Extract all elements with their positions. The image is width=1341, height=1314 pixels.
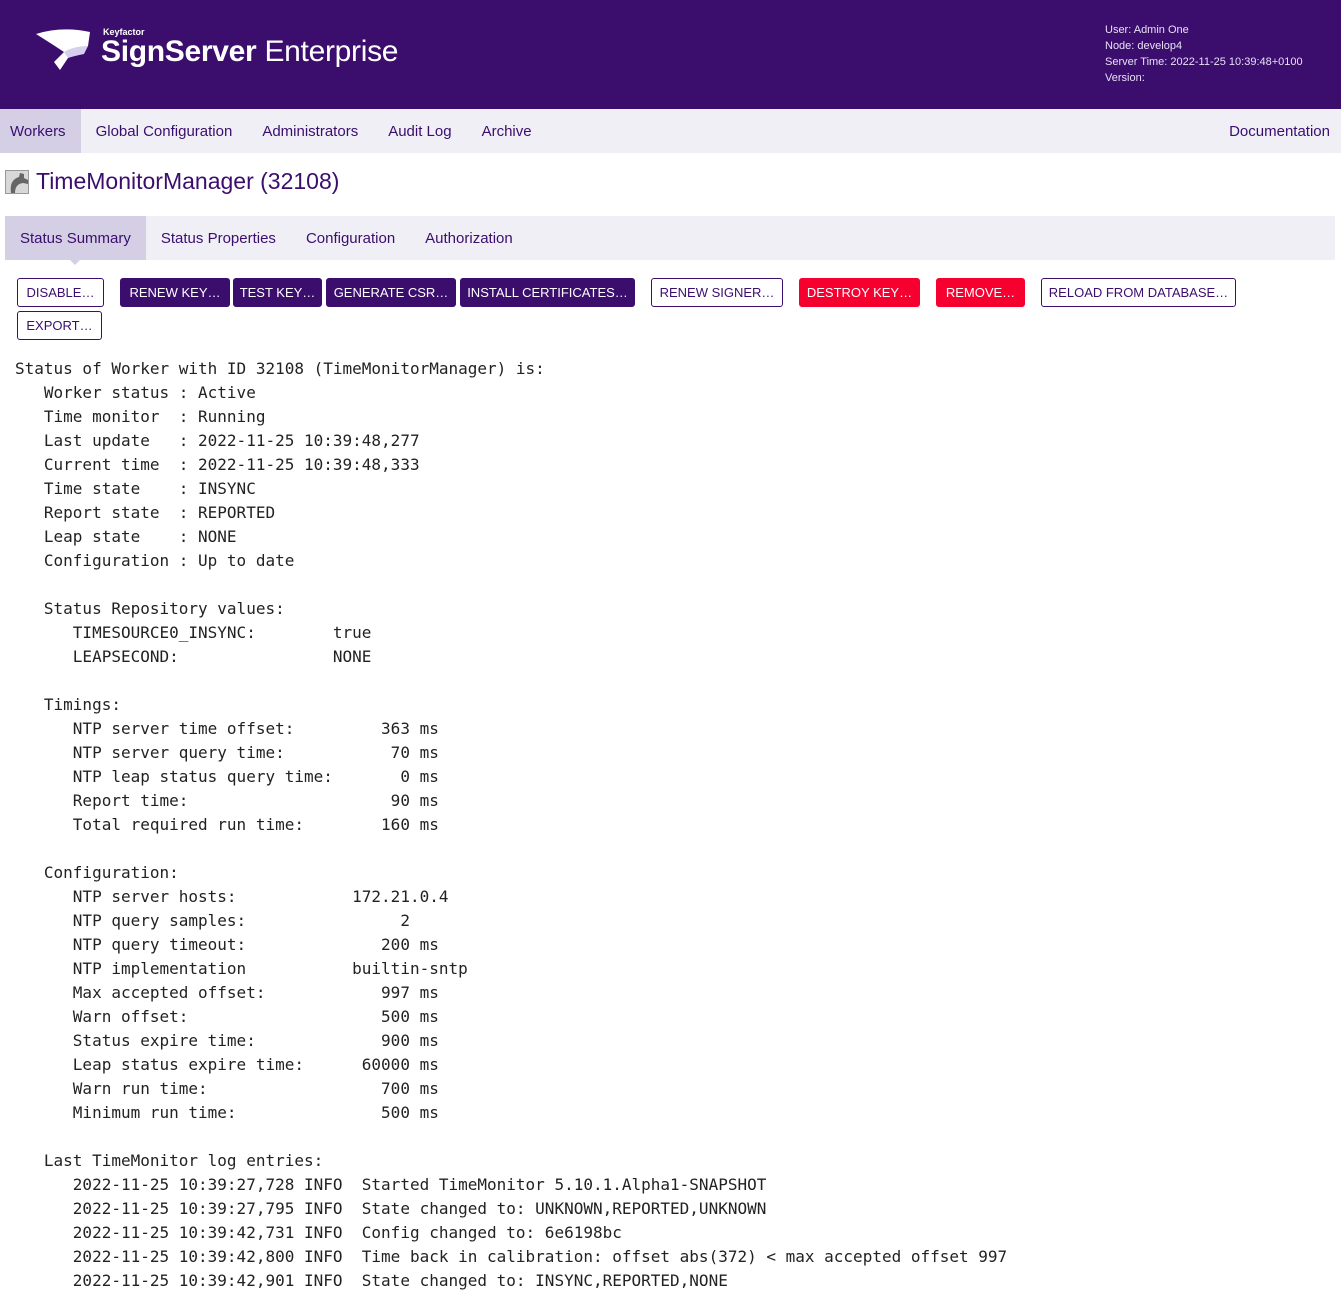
renew-signer-button[interactable]: RENEW SIGNER… — [651, 278, 783, 307]
status-line: 2022-11-25 10:39:42,731 INFO Config chan… — [15, 1223, 622, 1242]
status-line: Max accepted offset: 997 ms — [15, 983, 439, 1002]
remove-button[interactable]: REMOVE… — [936, 278, 1025, 307]
status-line — [15, 837, 1007, 861]
status-line: NTP query timeout: 200 ms — [15, 935, 439, 954]
server-info: User: Admin One Node: develop4 Server Ti… — [1105, 22, 1303, 86]
tab-status-summary[interactable]: Status Summary — [5, 216, 146, 265]
status-line: NTP server query time: 70 ms — [15, 743, 439, 762]
test-key-button[interactable]: TEST KEY… — [233, 278, 322, 307]
status-line: Worker status : Active — [15, 383, 256, 402]
status-line: Configuration: — [15, 863, 179, 882]
status-line: NTP leap status query time: 0 ms — [15, 767, 439, 786]
status-line — [15, 669, 1007, 693]
page-title-row: TimeMonitorManager (32108) — [5, 168, 339, 195]
nav-workers[interactable]: Workers — [0, 109, 81, 153]
tab-authorization[interactable]: Authorization — [425, 229, 513, 247]
status-line: Time state : INSYNC — [15, 479, 256, 498]
nav-audit-log[interactable]: Audit Log — [388, 122, 452, 140]
status-line: Status Repository values: — [15, 599, 285, 618]
status-line: TIMESOURCE0_INSYNC: true — [15, 623, 372, 642]
status-line: Leap state : NONE — [15, 527, 237, 546]
status-line: LEAPSECOND: NONE — [15, 647, 372, 666]
nav-documentation[interactable]: Documentation — [1229, 122, 1330, 140]
destroy-key-button[interactable]: DESTROY KEY… — [799, 278, 920, 307]
status-line: NTP query samples: 2 — [15, 911, 410, 930]
status-line: Minimum run time: 500 ms — [15, 1103, 439, 1122]
version-label: Version: — [1105, 72, 1145, 84]
reload-from-database-button[interactable]: RELOAD FROM DATABASE… — [1041, 278, 1236, 307]
generate-csr-button[interactable]: GENERATE CSR… — [326, 278, 456, 307]
brand-edition: Enterprise — [256, 35, 399, 68]
status-line: Time monitor : Running — [15, 407, 266, 426]
worker-status-output: Status of Worker with ID 32108 (TimeMoni… — [15, 357, 1007, 1293]
status-line: NTP server time offset: 363 ms — [15, 719, 439, 738]
status-line: Warn offset: 500 ms — [15, 1007, 439, 1026]
status-line: Leap status expire time: 60000 ms — [15, 1055, 439, 1074]
nav-global-configuration[interactable]: Global Configuration — [95, 122, 233, 140]
page-title: TimeMonitorManager (32108) — [36, 168, 340, 194]
tab-status-properties[interactable]: Status Properties — [160, 229, 276, 247]
main-nav: Workers Global Configuration Administrat… — [0, 109, 1341, 153]
status-line: Timings: — [15, 695, 121, 714]
status-line: Configuration : Up to date — [15, 551, 295, 570]
status-line: Current time : 2022-11-25 10:39:48,333 — [15, 455, 420, 474]
brand-name: SignServer — [101, 35, 257, 68]
server-time-label: Server Time: 2022-11-25 10:39:48+0100 — [1105, 56, 1303, 68]
signserver-logo-icon — [36, 29, 90, 70]
status-line: Last TimeMonitor log entries: — [15, 1151, 324, 1170]
status-line: NTP server hosts: 172.21.0.4 — [15, 887, 449, 906]
brand-product: SignServer Enterprise — [101, 35, 398, 69]
renew-key-button[interactable]: RENEW KEY… — [120, 278, 230, 307]
status-line: Last update : 2022-11-25 10:39:48,277 — [15, 431, 420, 450]
app-header: Keyfactor SignServer Enterprise User: Ad… — [0, 0, 1341, 109]
status-line: 2022-11-25 10:39:27,728 INFO Started Tim… — [15, 1175, 767, 1194]
nav-administrators[interactable]: Administrators — [262, 122, 359, 140]
user-label: User: Admin One — [1105, 24, 1189, 36]
tab-configuration[interactable]: Configuration — [305, 229, 396, 247]
status-line: Total required run time: 160 ms — [15, 815, 439, 834]
status-line — [15, 1125, 1007, 1149]
worker-tabs: Status Summary Status Properties Configu… — [5, 216, 1335, 265]
status-line: Warn run time: 700 ms — [15, 1079, 439, 1098]
export-button[interactable]: EXPORT… — [17, 311, 102, 340]
node-label: Node: develop4 — [1105, 40, 1183, 52]
status-line: Report time: 90 ms — [15, 791, 439, 810]
brand-company: Keyfactor — [103, 27, 145, 37]
status-line: Report state : REPORTED — [15, 503, 276, 522]
status-line: 2022-11-25 10:39:42,901 INFO State chang… — [15, 1271, 728, 1290]
status-line: 2022-11-25 10:39:27,795 INFO State chang… — [15, 1199, 767, 1218]
status-line: NTP implementation builtin-sntp — [15, 959, 468, 978]
nav-archive[interactable]: Archive — [481, 122, 532, 140]
install-certificates-button[interactable]: INSTALL CERTIFICATES… — [460, 278, 635, 307]
status-line: Status of Worker with ID 32108 (TimeMoni… — [15, 359, 545, 378]
status-line: Status expire time: 900 ms — [15, 1031, 439, 1050]
worker-gear-icon — [5, 169, 29, 194]
status-line — [15, 573, 1007, 597]
disable-button[interactable]: DISABLE… — [17, 278, 104, 307]
status-line: 2022-11-25 10:39:42,800 INFO Time back i… — [15, 1247, 1008, 1266]
